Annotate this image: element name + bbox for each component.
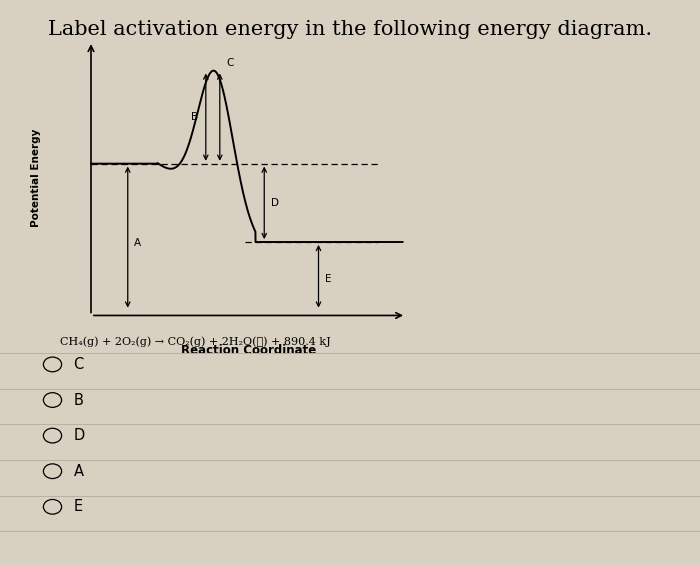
Text: C: C bbox=[226, 58, 234, 68]
Text: Potential Energy: Potential Energy bbox=[32, 129, 41, 227]
Text: Label activation energy in the following energy diagram.: Label activation energy in the following… bbox=[48, 20, 652, 39]
Text: Reaction Coordinate: Reaction Coordinate bbox=[181, 344, 316, 357]
Text: E: E bbox=[325, 273, 331, 284]
Text: A: A bbox=[134, 238, 141, 247]
Text: D: D bbox=[270, 198, 279, 208]
Text: CH₄(g) + 2O₂(g) → CO₂(g) + 2H₂O(ℓ) + 890.4 kJ: CH₄(g) + 2O₂(g) → CO₂(g) + 2H₂O(ℓ) + 890… bbox=[60, 336, 330, 347]
Text: B: B bbox=[74, 393, 83, 407]
Text: C: C bbox=[74, 357, 84, 372]
Text: E: E bbox=[74, 499, 83, 514]
Text: D: D bbox=[74, 428, 85, 443]
Text: B: B bbox=[191, 112, 198, 122]
Text: A: A bbox=[74, 464, 83, 479]
